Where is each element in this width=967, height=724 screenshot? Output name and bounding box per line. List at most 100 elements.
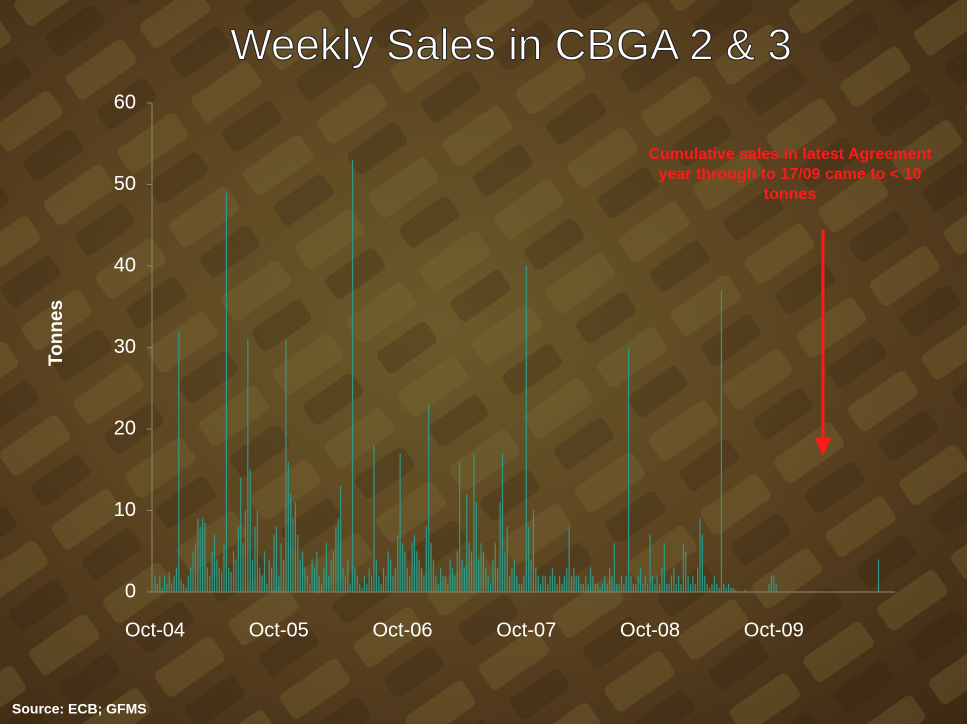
- bar: [587, 583, 589, 592]
- bar: [311, 559, 313, 592]
- bar: [544, 575, 546, 592]
- bar: [278, 575, 280, 592]
- bar: [166, 583, 168, 592]
- bar: [539, 583, 542, 592]
- bar: [625, 575, 627, 592]
- plot: 0 10 20 30 40 50 60 Oct-04 Oct-05 Oct-06 Oct-07 Oct…: [114, 91, 895, 641]
- bar: [678, 575, 680, 592]
- bar: [423, 575, 425, 592]
- bar: [661, 567, 663, 592]
- bar: [190, 567, 192, 592]
- bar: [337, 518, 339, 592]
- bar: [623, 583, 625, 592]
- bar: [694, 583, 696, 592]
- bar: [675, 583, 677, 592]
- bar: [718, 587, 720, 592]
- bar: [225, 192, 227, 592]
- y-tick-label: 50: [114, 173, 136, 195]
- bar: [159, 575, 161, 592]
- bar: [601, 583, 604, 592]
- bar: [370, 575, 373, 592]
- bar: [411, 543, 413, 592]
- bar: [644, 575, 646, 592]
- bar: [399, 453, 401, 592]
- bar: [316, 551, 318, 592]
- bar: [692, 575, 694, 592]
- annotation: Cumulative sales in latest Agreement yea…: [648, 146, 932, 203]
- bar: [770, 575, 773, 592]
- bar: [344, 575, 346, 592]
- bar: [620, 575, 623, 592]
- bar: [461, 559, 463, 592]
- bar: [451, 567, 454, 592]
- bar: [275, 526, 277, 592]
- bar: [321, 583, 323, 592]
- bar: [525, 266, 527, 592]
- bar: [504, 551, 506, 592]
- bar: [520, 583, 523, 592]
- bar: [530, 559, 532, 592]
- bar: [406, 567, 408, 592]
- bar: [356, 575, 358, 592]
- source: Source: ECB; GFMS: [12, 701, 147, 717]
- bar: [594, 583, 596, 592]
- bar: [563, 575, 565, 592]
- bar: [528, 526, 530, 592]
- bar: [478, 559, 480, 592]
- bar: [730, 587, 732, 592]
- bar: [440, 567, 442, 592]
- bar: [713, 575, 715, 592]
- bar: [416, 551, 418, 592]
- bar: [323, 567, 325, 592]
- bar: [368, 567, 370, 592]
- bar: [775, 583, 777, 592]
- bar: [249, 469, 251, 592]
- bar: [271, 567, 273, 592]
- bar: [663, 543, 665, 592]
- bar: [499, 502, 501, 592]
- bar: [711, 583, 713, 592]
- bar: [192, 551, 194, 592]
- bar: [282, 559, 285, 592]
- bar: [509, 575, 511, 592]
- bar: [604, 575, 606, 592]
- bar: [256, 510, 258, 592]
- bar: [735, 589, 737, 592]
- bar: [206, 567, 208, 592]
- bar: [163, 575, 166, 592]
- bar: [513, 559, 515, 592]
- bar: [680, 583, 682, 592]
- bar: [651, 575, 654, 592]
- bar: [428, 404, 430, 592]
- bar: [232, 551, 235, 592]
- bar: [332, 551, 335, 592]
- bar: [566, 567, 568, 592]
- bar: [182, 583, 185, 592]
- bar: [287, 461, 289, 592]
- bar: [228, 567, 230, 592]
- y-tick-label: 0: [125, 580, 136, 602]
- bar: [221, 571, 223, 592]
- bar: [475, 502, 477, 592]
- bar: [261, 575, 263, 592]
- bar: [304, 567, 306, 592]
- bar: [328, 575, 330, 592]
- bar: [290, 494, 292, 592]
- y-tick-label: 40: [114, 254, 136, 276]
- bar: [578, 575, 580, 592]
- bar: [259, 567, 261, 592]
- bar: [537, 575, 539, 592]
- bar: [654, 583, 656, 592]
- bar: [468, 543, 470, 592]
- x-tick-label: Oct-05: [249, 619, 309, 641]
- bar: [240, 477, 242, 592]
- bar: [606, 583, 608, 592]
- bar: [187, 575, 189, 592]
- bar: [506, 526, 508, 592]
- bar: [154, 575, 156, 592]
- bar: [361, 587, 363, 592]
- bar: [251, 559, 254, 592]
- bar: [687, 575, 689, 592]
